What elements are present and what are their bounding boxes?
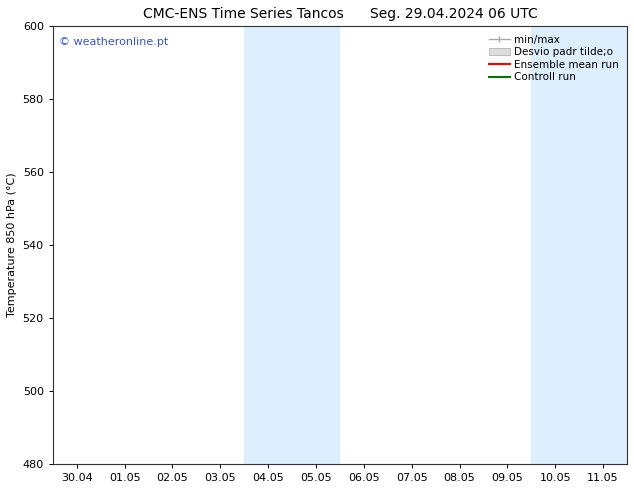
Title: CMC-ENS Time Series Tancos      Seg. 29.04.2024 06 UTC: CMC-ENS Time Series Tancos Seg. 29.04.20… xyxy=(143,7,537,21)
Bar xyxy=(292,26,340,464)
Legend: min/max, Desvio padr tilde;o, Ensemble mean run, Controll run: min/max, Desvio padr tilde;o, Ensemble m… xyxy=(486,31,622,86)
Bar xyxy=(244,26,292,464)
Text: © weatheronline.pt: © weatheronline.pt xyxy=(58,37,168,47)
Bar xyxy=(579,26,627,464)
Bar xyxy=(531,26,579,464)
Y-axis label: Temperature 850 hPa (°C): Temperature 850 hPa (°C) xyxy=(7,173,17,318)
